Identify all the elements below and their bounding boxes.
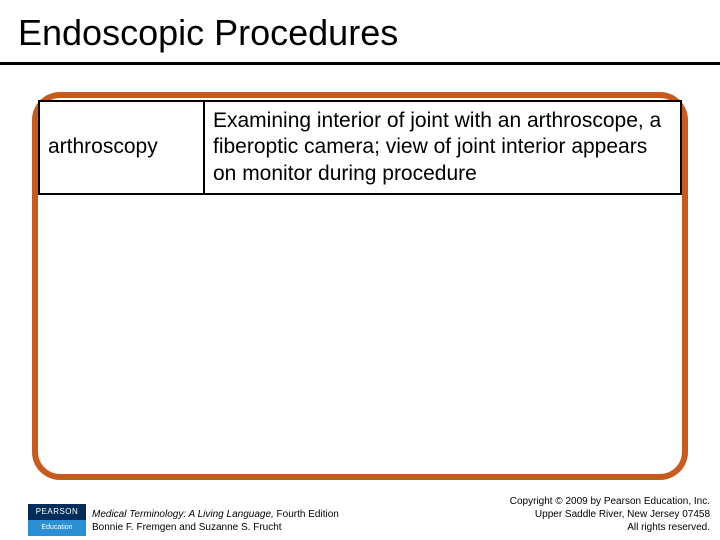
definition-table: arthroscopy Examining interior of joint … [38,100,682,195]
publisher-logo: PEARSON Education [28,504,86,536]
logo-bottom: Education [28,520,86,536]
footer: PEARSON Education Medical Terminology: A… [0,498,720,540]
book-authors: Bonnie F. Fremgen and Suzanne S. Frucht [92,521,339,534]
copyright-line3: All rights reserved. [510,521,710,534]
book-edition: Fourth Edition [274,509,339,520]
copyright-block: Copyright © 2009 by Pearson Education, I… [510,495,710,534]
logo-top: PEARSON [28,504,86,520]
book-title-line: Medical Terminology: A Living Language, … [92,508,339,521]
table-row: arthroscopy Examining interior of joint … [39,101,681,194]
term-cell: arthroscopy [39,101,204,194]
book-info: Medical Terminology: A Living Language, … [92,508,339,534]
copyright-line1: Copyright © 2009 by Pearson Education, I… [510,495,710,508]
slide-title: Endoscopic Procedures [0,0,720,60]
copyright-line2: Upper Saddle River, New Jersey 07458 [510,508,710,521]
book-title: Medical Terminology: A Living Language, [92,509,274,520]
definition-cell: Examining interior of joint with an arth… [204,101,681,194]
title-underline [0,62,720,65]
